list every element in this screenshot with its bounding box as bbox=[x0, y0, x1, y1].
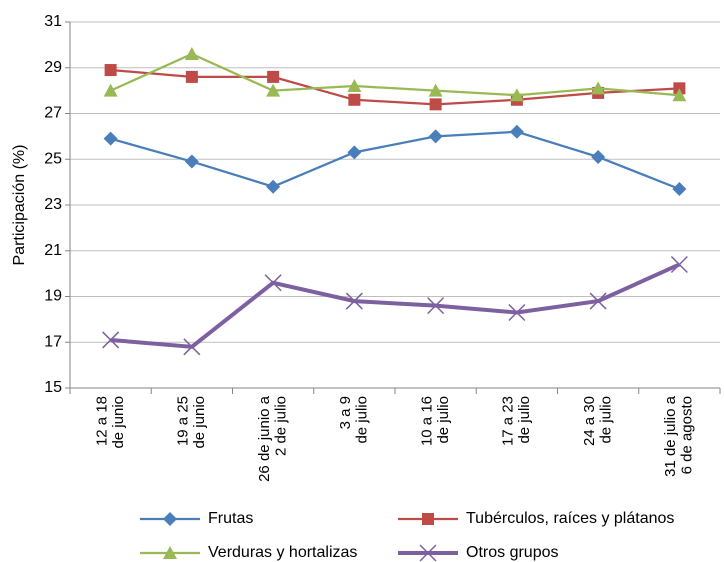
x-tick-label: 19 a 25de junio bbox=[175, 396, 209, 449]
legend-label: Frutas bbox=[208, 510, 253, 527]
point bbox=[103, 131, 118, 146]
point bbox=[589, 292, 607, 310]
legend-label: Verduras y hortalizas bbox=[208, 544, 357, 561]
point bbox=[428, 83, 443, 97]
point bbox=[347, 79, 362, 93]
point bbox=[672, 181, 687, 196]
x-tick-label: 24 a 30de julio bbox=[581, 396, 615, 446]
point bbox=[185, 70, 198, 83]
point bbox=[591, 149, 606, 164]
point bbox=[183, 338, 201, 356]
legend-marker bbox=[422, 513, 434, 525]
point bbox=[266, 83, 281, 97]
x-tick-label: 31 de julio a6 de agosto bbox=[662, 395, 696, 477]
y-tick-label: 21 bbox=[44, 242, 62, 259]
y-axis-title: Participación (%) bbox=[11, 145, 28, 266]
y-tick-label: 31 bbox=[44, 13, 62, 30]
legend-marker bbox=[419, 544, 437, 562]
point bbox=[509, 124, 524, 139]
point bbox=[509, 88, 524, 102]
y-tick-label: 15 bbox=[44, 379, 62, 396]
point bbox=[347, 145, 362, 160]
x-tick-label: 12 a 18de junio bbox=[93, 396, 127, 449]
y-tick-label: 19 bbox=[44, 288, 62, 305]
point bbox=[428, 129, 443, 144]
point bbox=[264, 274, 282, 292]
x-tick-label: 10 a 16de julio bbox=[418, 396, 452, 446]
legend-marker bbox=[163, 512, 177, 526]
x-tick-label: 3 a 9de julio bbox=[337, 396, 371, 444]
point bbox=[267, 70, 280, 83]
x-tick-label: 26 de junio a2 de julio bbox=[256, 395, 290, 482]
point bbox=[266, 179, 281, 194]
point bbox=[429, 98, 442, 111]
y-tick-label: 27 bbox=[44, 105, 62, 122]
point bbox=[102, 331, 120, 349]
legend-label: Otros grupos bbox=[466, 544, 558, 561]
y-tick-label: 23 bbox=[44, 196, 62, 213]
point bbox=[672, 88, 687, 102]
point bbox=[348, 93, 361, 106]
point bbox=[103, 83, 118, 97]
y-tick-label: 25 bbox=[44, 150, 62, 167]
series-line bbox=[110, 68, 680, 106]
x-tick-label: 17 a 23de julio bbox=[500, 396, 534, 446]
point bbox=[591, 81, 606, 95]
series-line bbox=[110, 262, 681, 349]
legend-marker bbox=[163, 546, 177, 559]
point bbox=[508, 303, 526, 322]
y-tick-label: 17 bbox=[44, 333, 62, 350]
point bbox=[345, 292, 363, 310]
point bbox=[104, 64, 117, 77]
point bbox=[670, 255, 688, 274]
legend-label: Tubérculos, raíces y plátanos bbox=[466, 510, 674, 527]
point bbox=[184, 154, 199, 169]
series-line bbox=[110, 52, 680, 97]
y-tick-label: 29 bbox=[44, 59, 62, 76]
point bbox=[184, 47, 199, 61]
point bbox=[427, 297, 445, 315]
series-line bbox=[110, 130, 680, 191]
